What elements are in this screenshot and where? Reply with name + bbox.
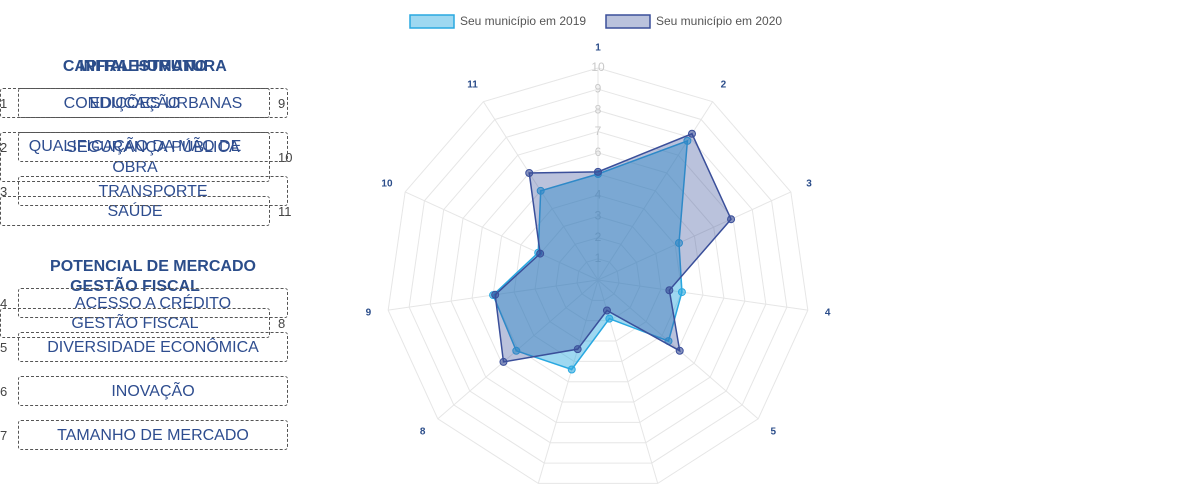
series-point xyxy=(683,136,692,145)
series-point xyxy=(512,346,521,355)
series-point xyxy=(536,186,545,195)
indicator-row: 1 CONDIÇÕES URBANAS xyxy=(0,88,288,118)
indicator-box: ACESSO A CRÉDITO xyxy=(18,288,288,318)
indicator-number: 10 xyxy=(278,149,293,165)
legend-label: Seu município em 2019 xyxy=(460,14,586,28)
r-tick-label: 3 xyxy=(595,209,602,223)
panel-group: GESTÃO FISCAL GESTÃO FISCAL 8 xyxy=(0,278,292,352)
grid-ring xyxy=(513,194,683,362)
series-point xyxy=(567,365,576,374)
indicator-number: 3 xyxy=(0,183,8,199)
r-tick-label: 2 xyxy=(595,230,602,244)
indicator-box: SEGURANÇA PÚBLICA xyxy=(18,132,288,162)
axis-label: 9 xyxy=(366,308,372,319)
grid-ring xyxy=(576,258,620,301)
panel-group: INFRAESTRUTURA 1 CONDIÇÕES URBANAS 2 SEGURAN… xyxy=(0,58,288,220)
axis-label: 8 xyxy=(420,427,426,438)
axis-label: 10 xyxy=(381,178,393,189)
indicator-box: GESTÃO FISCAL xyxy=(0,308,270,338)
indicator-box: TAMANHO DE MERCADO xyxy=(18,420,288,450)
grid-ring xyxy=(555,237,641,322)
series-point xyxy=(573,345,582,354)
series-point xyxy=(525,168,534,177)
r-tick-label: 10 xyxy=(591,60,605,74)
indicator-number: 8 xyxy=(278,315,286,331)
series-area xyxy=(494,132,732,363)
indicator-row: 3 TRANSPORTE xyxy=(0,176,288,206)
series-point xyxy=(605,314,614,323)
r-tick-label: 1 xyxy=(595,251,602,265)
indicator-box: QUALIFICAÇÃO DA MÃO DE OBRA xyxy=(0,132,270,182)
axis-label: 1 xyxy=(595,43,601,54)
indicator-row: QUALIFICAÇÃO DA MÃO DE OBRA 10 xyxy=(0,132,292,182)
grid-ring xyxy=(534,215,662,342)
axis-label: 4 xyxy=(825,308,831,319)
indicator-number: 2 xyxy=(0,139,8,155)
grid-ring xyxy=(492,173,704,383)
grid-ring xyxy=(387,67,809,484)
axis-label: 2 xyxy=(721,79,727,90)
grid-ring xyxy=(408,88,788,464)
indicator-number: 7 xyxy=(0,427,8,443)
series-point xyxy=(665,286,674,295)
indicator-row: 2 SEGURANÇA PÚBLICA xyxy=(0,132,288,162)
r-tick-label: 9 xyxy=(595,81,602,95)
series-point xyxy=(499,357,508,366)
r-tick-label: 6 xyxy=(595,145,602,159)
legend-swatch xyxy=(409,14,455,29)
indicator-box: TRANSPORTE xyxy=(18,176,288,206)
group-title: POTENCIAL DE MERCADO xyxy=(50,258,256,275)
r-tick-label: 8 xyxy=(595,103,602,117)
group-title: GESTÃO FISCAL xyxy=(70,278,200,295)
grid-ring xyxy=(450,131,746,423)
indicator-row: 6 INOVAÇÃO xyxy=(0,376,288,406)
series-point xyxy=(727,215,736,224)
indicator-number: 1 xyxy=(0,95,8,111)
indicator-row: GESTÃO FISCAL 8 xyxy=(0,308,292,338)
legend-label: Seu município em 2020 xyxy=(656,14,782,28)
r-tick-label: 7 xyxy=(595,124,602,138)
legend-swatch xyxy=(605,14,651,29)
indicator-row: 4 ACESSO A CRÉDITO xyxy=(0,288,288,318)
axis-label: 5 xyxy=(771,427,777,438)
indicator-number: 11 xyxy=(278,203,292,219)
series-point xyxy=(674,239,683,248)
series-point xyxy=(687,129,696,138)
indicator-box: SAÚDE xyxy=(0,196,270,226)
indicator-number: 5 xyxy=(0,339,8,355)
series-point xyxy=(677,288,686,297)
series-point xyxy=(491,290,500,299)
indicator-number: 9 xyxy=(278,95,286,111)
indicator-number: 4 xyxy=(0,295,8,311)
axis-label: 3 xyxy=(806,178,812,189)
grid-ring xyxy=(471,152,725,403)
grid-ring xyxy=(429,109,767,444)
series-point xyxy=(602,306,611,315)
series-point xyxy=(594,167,602,176)
r-tick-label: 4 xyxy=(595,187,602,201)
indicator-row: 7 TAMANHO DE MERCADO xyxy=(0,420,288,450)
series-point xyxy=(536,249,545,258)
panel-group: POTENCIAL DE MERCADO 4 ACESSO A CRÉDITO 5 DI… xyxy=(0,258,288,464)
indicator-number: 6 xyxy=(0,383,8,399)
group-title: INFRAESTRUTURA xyxy=(79,58,227,75)
series-point xyxy=(675,346,684,355)
indicator-box: CONDIÇÕES URBANAS xyxy=(18,88,288,118)
indicator-box: INOVAÇÃO xyxy=(18,376,288,406)
indicator-row: SAÚDE 11 xyxy=(0,196,292,226)
group-title: CAPITAL HUMANO xyxy=(62,58,208,75)
axis-label: 11 xyxy=(467,79,478,90)
indicator-box: DIVERSIDADE ECONÔMICA xyxy=(18,332,288,362)
indicator-row: 5 DIVERSIDADE ECONÔMICA xyxy=(0,332,288,362)
